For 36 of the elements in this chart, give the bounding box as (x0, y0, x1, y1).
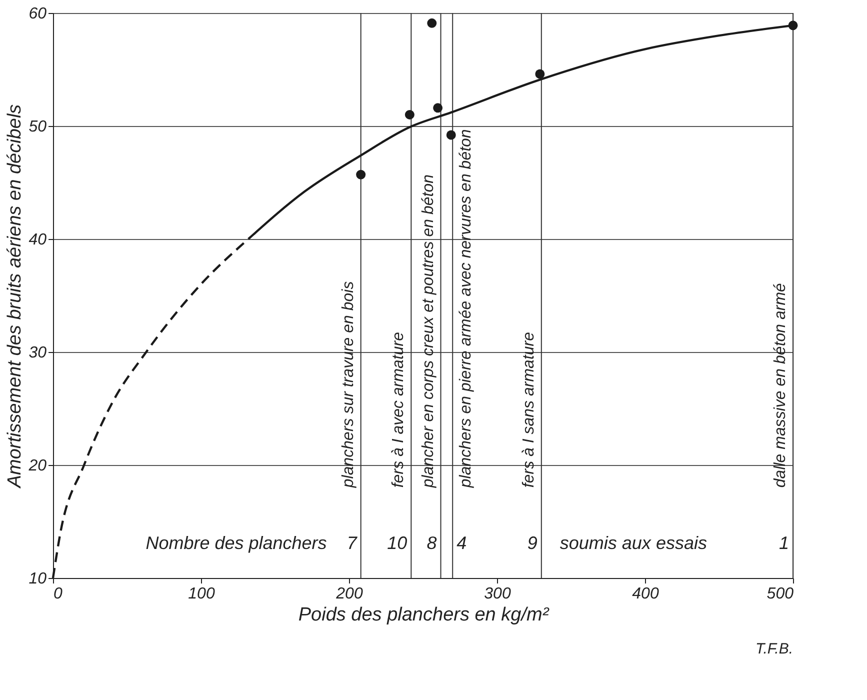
x-tick-label: 300 (484, 586, 511, 602)
annotation: soumis aux essais (560, 533, 707, 554)
x-tick-label: 400 (632, 586, 659, 602)
ref-line-label: planchers en pierre armée avec nervures en béton (458, 129, 475, 489)
y-tick-label: 50 (28, 118, 47, 136)
x-tick-label: 100 (188, 586, 215, 602)
x-tick-label: 0 (54, 586, 62, 602)
ref-line-label: fers à I avec armature (390, 332, 408, 488)
point (427, 18, 437, 28)
y-axis-title: Amortissement des bruits aériens en décibels (4, 104, 26, 489)
point (446, 130, 456, 140)
x-axis-title: Poids des planchers en kg/m² (298, 604, 550, 626)
annotation: 1 (778, 533, 789, 554)
y-tick-label: 40 (28, 232, 47, 248)
x-tick-label: 200 (335, 586, 363, 602)
annotation: 4 (456, 533, 467, 554)
y-tick-label: 20 (28, 458, 47, 474)
ref-line-label: dalle massive en béton armé (772, 282, 789, 488)
y-tick-label: 30 (28, 344, 47, 362)
ref-line-label: plancher en corps creux et poutres en béton (420, 174, 437, 489)
y-tick-label: 10 (28, 570, 47, 588)
point (433, 103, 443, 113)
text: T.F.B. (755, 640, 793, 658)
annotation: 7 (346, 533, 358, 554)
ref-line-label: fers à I sans armature (520, 332, 538, 488)
point (788, 20, 798, 30)
annotation: 9 (527, 533, 538, 554)
point (535, 69, 545, 79)
point (404, 110, 414, 120)
ref-line-label: planchers sur travure en bois (340, 281, 357, 489)
annotation: 10 (387, 533, 408, 554)
annotation: Nombre des planchers (146, 533, 327, 554)
point (356, 170, 366, 180)
annotation: 8 (426, 533, 437, 554)
y-tick-label: 60 (28, 6, 47, 22)
x-tick-label: 500 (766, 586, 794, 602)
